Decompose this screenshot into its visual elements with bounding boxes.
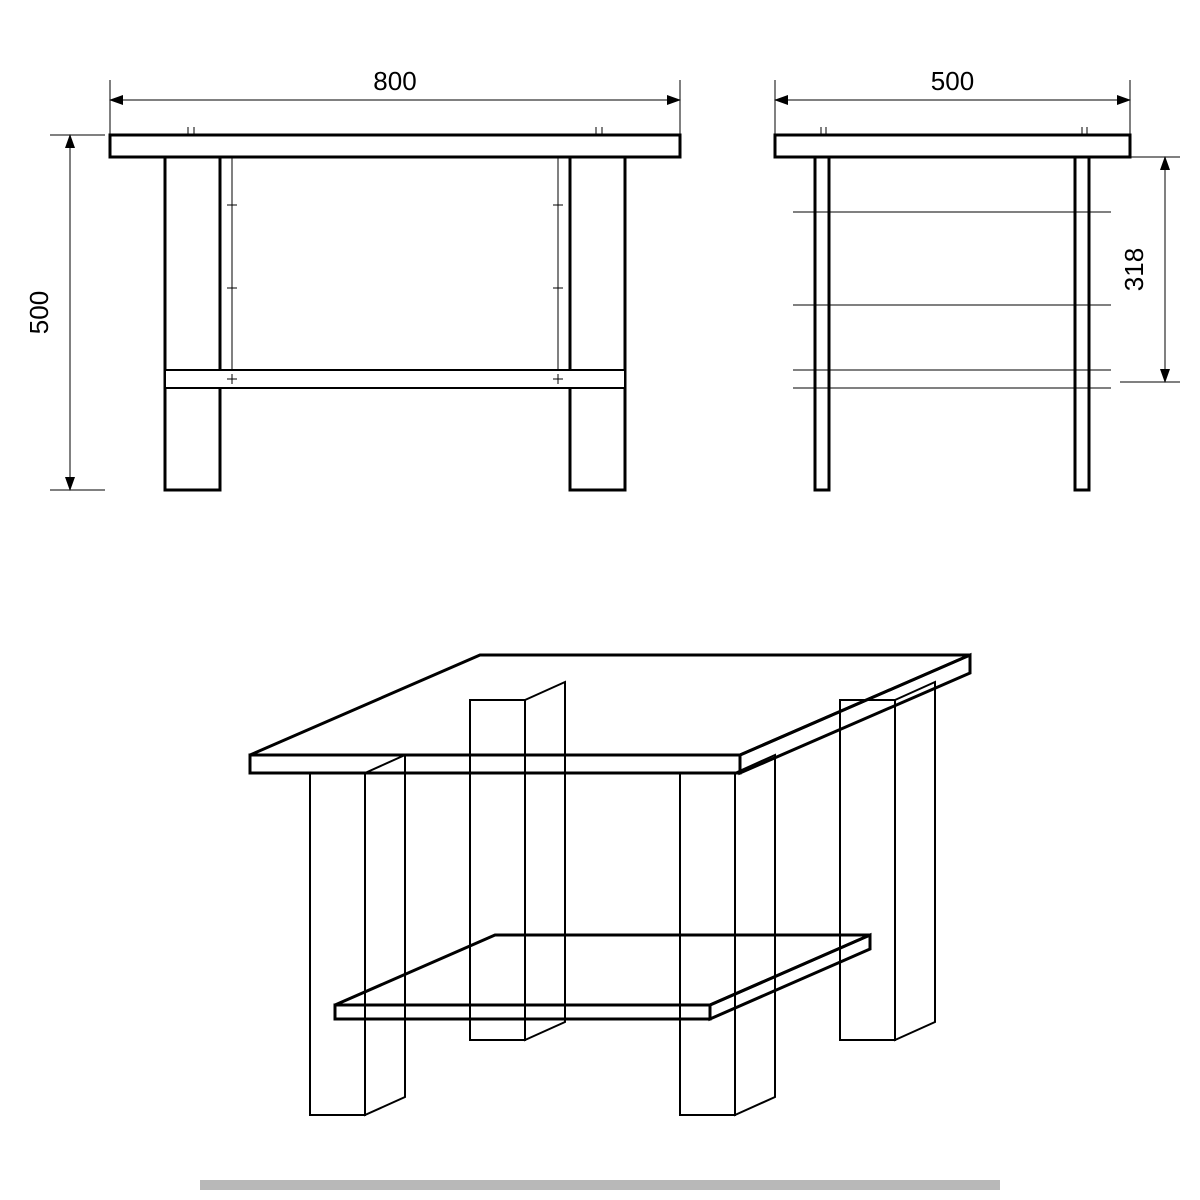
technical-drawing: 800 500 500 318	[0, 0, 1200, 1200]
dim-label-500-top: 500	[931, 66, 974, 96]
front-elevation	[50, 80, 680, 490]
dim-label-318: 318	[1119, 248, 1149, 291]
dim-label-500-left: 500	[24, 291, 54, 334]
isometric-view	[200, 655, 1000, 1190]
dim-label-800: 800	[373, 66, 416, 96]
